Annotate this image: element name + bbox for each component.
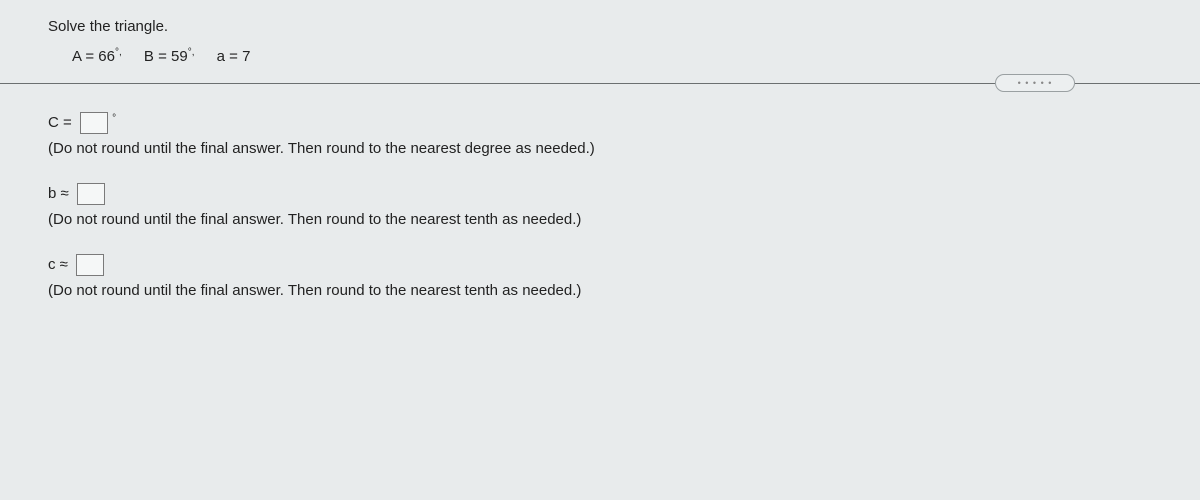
given-A: A = 66°, [72,47,122,65]
answer-b-line: b ≈ [48,183,1200,205]
problem-title: Solve the triangle. [0,18,1200,35]
question-page: Solve the triangle. A = 66°, B = 59°, a … [0,0,1200,500]
answer-c-line: c ≈ [48,254,1200,276]
dots-icon: • • • • • [1018,79,1053,88]
answer-c-hint: (Do not round until the final answer. Th… [48,282,1200,299]
answer-b-hint: (Do not round until the final answer. Th… [48,211,1200,228]
answer-C-label: C = [48,114,72,131]
answer-b-label: b ≈ [48,185,69,202]
answer-b-input[interactable] [77,183,105,205]
given-a: a = 7 [217,48,251,65]
answer-c-label: c ≈ [48,256,68,273]
given-values: A = 66°, B = 59°, a = 7 [0,47,1200,65]
answer-C-input[interactable] [80,112,108,134]
given-B: B = 59°, [144,47,195,65]
divider-left [0,83,995,84]
answer-C-line: C = ° [48,112,1200,134]
answer-c-input[interactable] [76,254,104,276]
answers-block: C = ° (Do not round until the final answ… [0,112,1200,299]
divider-row: • • • • • [0,83,1200,84]
divider-right [1075,83,1200,84]
answer-C-unit: ° [112,113,116,124]
expand-pill[interactable]: • • • • • [995,74,1075,92]
answer-C-hint: (Do not round until the final answer. Th… [48,140,1200,157]
